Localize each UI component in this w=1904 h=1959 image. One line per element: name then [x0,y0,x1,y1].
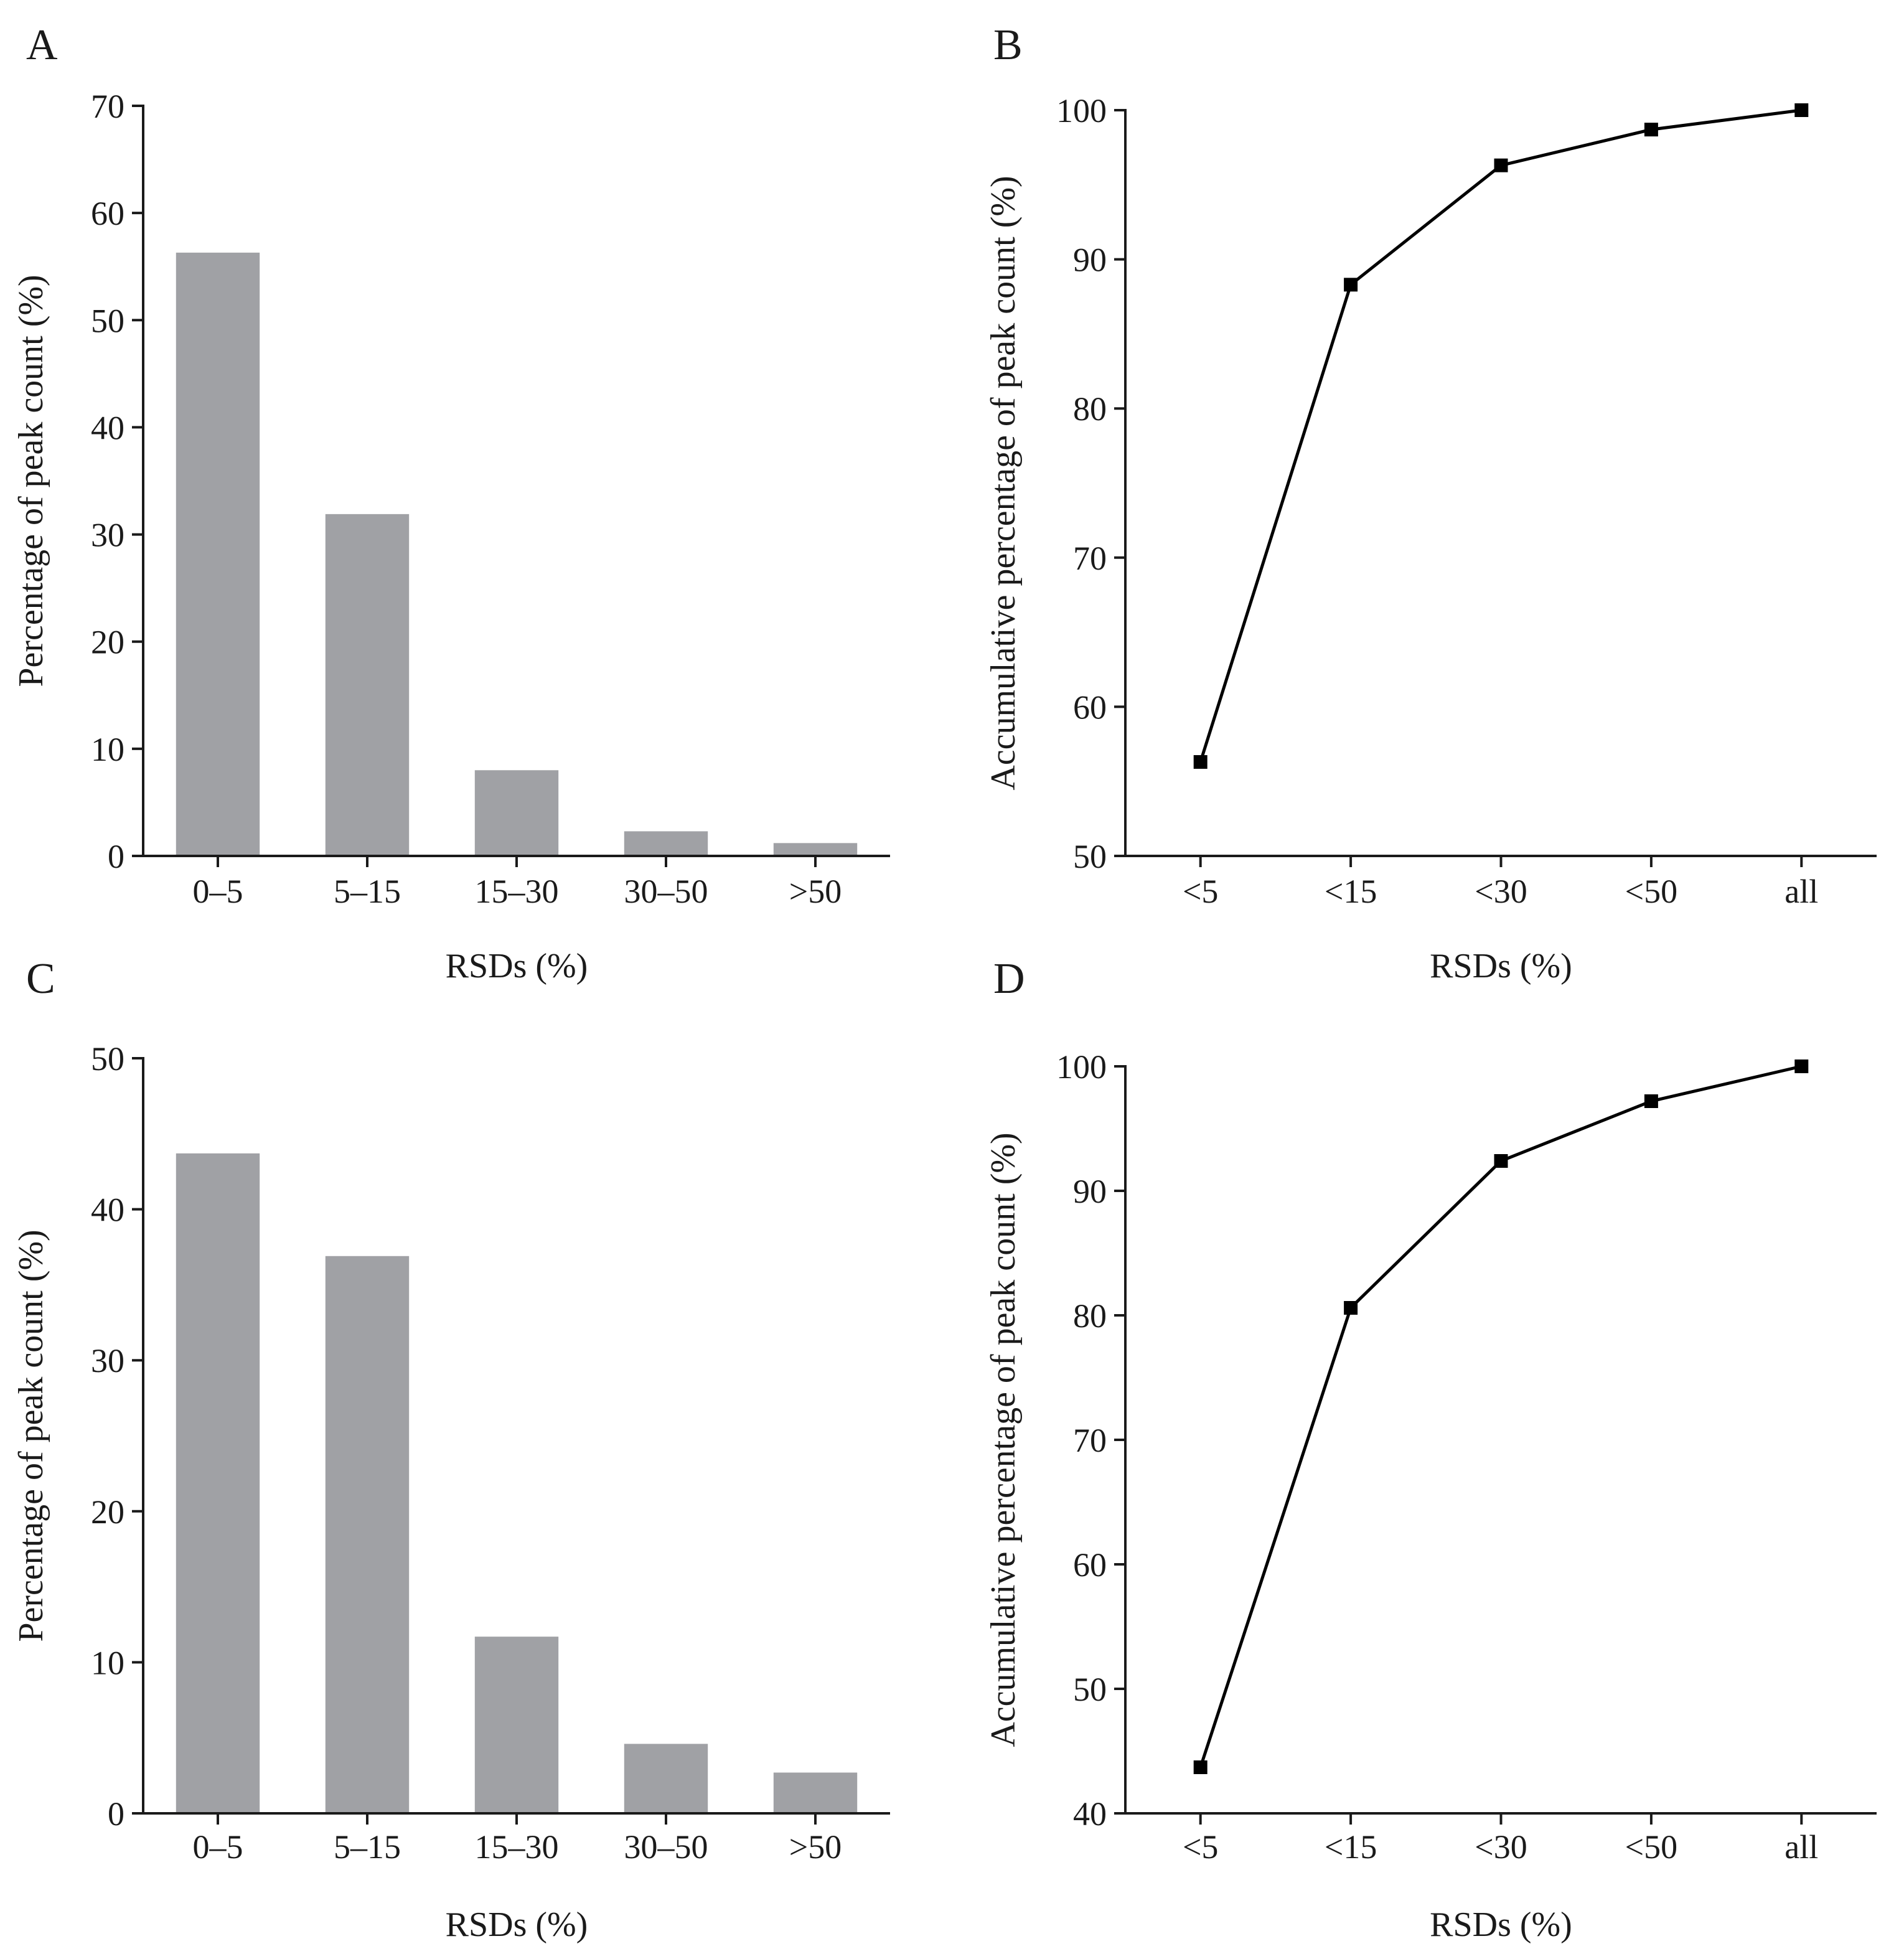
x-tick-label-c-1: 0–5 [193,1828,243,1866]
y-axis-title-b: Accumulative percentage of peak count (%… [984,176,1023,790]
x-tick-label-a-2: 5–15 [334,873,401,910]
x-axis-title-a: RSDs (%) [446,947,588,985]
y-tick-label-a-50: 50 [91,302,124,339]
x-tick-label-d-3: <30 [1475,1828,1527,1866]
marker-b-5 [1794,103,1809,117]
y-tick-label-a-0: 0 [108,838,124,875]
y-tick-label-d-70: 70 [1073,1422,1107,1459]
bar-c-3 [474,1637,559,1813]
x-axis-title-b: RSDs (%) [1430,947,1572,985]
series-line-d [1199,1064,1802,1768]
marker-d-3 [1494,1154,1508,1168]
bar-c-4 [624,1744,708,1813]
y-axis-title-a: Percentage of peak count (%) [12,275,50,687]
y-tick-label-a-70: 70 [91,88,124,125]
x-tick-label-a-3: 15–30 [475,873,559,910]
marker-d-5 [1794,1059,1809,1073]
panel-d: D 40 50 60 70 80 90 100 <5 <15 <30 <50 all RSDs (%) Ac… [984,955,1877,1944]
y-tick-label-a-60: 60 [91,195,124,232]
y-tick-label-c-30: 30 [91,1342,124,1379]
y-tick-label-d-100: 100 [1056,1048,1107,1086]
bar-c-5 [773,1772,858,1813]
y-tick-label-c-0: 0 [108,1795,124,1833]
panel-a: A 0 10 20 30 40 50 60 70 0–5 5–15 15–30 30–50 >50 RSDs… [12,21,890,985]
x-tick-label-a-1: 0–5 [193,873,243,910]
marker-b-1 [1193,755,1208,769]
bar-a-1 [176,252,260,857]
y-tick-label-b-50: 50 [1073,838,1107,875]
y-tick-label-c-10: 10 [91,1644,124,1681]
x-tick-label-b-4: <50 [1625,873,1677,910]
y-axis-title-c: Percentage of peak count (%) [12,1229,50,1642]
x-tick-label-b-5: all [1784,873,1818,910]
bar-a-2 [325,514,410,856]
bar-a-5 [773,843,858,856]
x-tick-label-c-2: 5–15 [334,1828,401,1866]
marker-d-4 [1644,1094,1658,1108]
y-tick-label-c-20: 20 [91,1493,124,1531]
x-tick-label-c-4: 30–50 [624,1828,708,1866]
y-tick-label-c-50: 50 [91,1040,124,1078]
series-line-b [1199,108,1802,763]
x-tick-label-a-5: >50 [789,873,842,910]
panel-letter-c: C [26,955,55,1003]
y-tick-label-d-40: 40 [1073,1795,1107,1833]
y-tick-label-b-60: 60 [1073,688,1107,726]
x-tick-label-b-3: <30 [1475,873,1527,910]
y-tick-label-b-100: 100 [1056,92,1107,129]
x-tick-label-b-2: <15 [1325,873,1377,910]
bar-c-2 [325,1256,410,1813]
x-tick-label-d-2: <15 [1325,1828,1377,1866]
x-tick-label-d-1: <5 [1183,1828,1218,1866]
y-tick-label-b-80: 80 [1073,390,1107,428]
y-tick-label-b-70: 70 [1073,540,1107,577]
y-tick-label-c-40: 40 [91,1191,124,1229]
x-tick-label-d-5: all [1784,1828,1818,1866]
y-tick-label-d-50: 50 [1073,1671,1107,1708]
panel-letter-a: A [26,21,58,69]
bar-a-3 [474,770,559,856]
marker-b-2 [1344,278,1358,292]
marker-d-1 [1193,1760,1208,1774]
x-tick-label-b-1: <5 [1183,873,1218,910]
x-tick-label-c-5: >50 [789,1828,842,1866]
y-tick-label-a-30: 30 [91,517,124,554]
x-axis-title-c: RSDs (%) [446,1905,588,1944]
panel-c: C 0 10 20 30 40 50 0–5 5–15 15–30 30–50 >50 RSDs (%)… [12,955,890,1944]
y-tick-label-d-80: 80 [1073,1297,1107,1335]
x-tick-label-c-3: 15–30 [475,1828,559,1866]
marker-b-3 [1494,158,1508,172]
x-tick-label-d-4: <50 [1625,1828,1677,1866]
y-tick-label-b-90: 90 [1073,242,1107,279]
bar-c-1 [176,1153,260,1813]
panel-letter-b: B [993,21,1023,69]
marker-d-2 [1344,1301,1358,1315]
y-tick-label-d-90: 90 [1073,1173,1107,1210]
y-tick-label-d-60: 60 [1073,1546,1107,1584]
y-axis-title-d: Accumulative percentage of peak count (%… [984,1132,1023,1747]
y-tick-label-a-10: 10 [91,731,124,768]
x-tick-label-a-4: 30–50 [624,873,708,910]
panel-b: B 50 60 70 80 90 100 <5 <15 <30 <50 all RSDs (%) Accu… [984,21,1877,985]
panel-letter-d: D [993,955,1025,1003]
x-axis-title-d: RSDs (%) [1430,1905,1572,1944]
bar-a-4 [624,831,708,856]
marker-b-4 [1644,123,1658,137]
y-tick-label-a-40: 40 [91,409,124,446]
y-tick-label-a-20: 20 [91,624,124,661]
